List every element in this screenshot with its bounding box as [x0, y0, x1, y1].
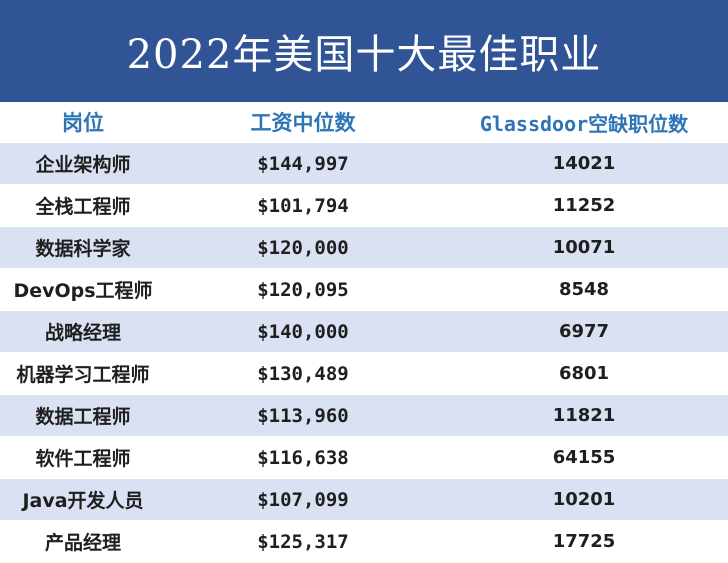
salary-cell: $125,317	[257, 530, 349, 553]
salary-cell: $140,000	[257, 320, 349, 343]
table-row: 企业架构师 $144,997 14021	[0, 143, 728, 185]
openings-cell: 64155	[552, 447, 616, 468]
job-cell: 全栈工程师	[35, 196, 131, 218]
job-cell: 机器学习工程师	[16, 364, 150, 386]
column-header-job: 岗位	[62, 111, 104, 135]
page-title: 2022年美国十大最佳职业	[126, 32, 602, 78]
job-cell: DevOps工程师	[13, 280, 153, 302]
title-banner: 2022年美国十大最佳职业	[0, 0, 728, 102]
table-row: 战略经理 $140,000 6977	[0, 311, 728, 353]
openings-cell: 10201	[552, 489, 616, 510]
table-row: DevOps工程师 $120,095 8548	[0, 269, 728, 311]
salary-cell: $116,638	[257, 446, 349, 469]
table-row: 数据工程师 $113,960 11821	[0, 395, 728, 437]
column-header-salary: 工资中位数	[250, 111, 356, 135]
table-row: 数据科学家 $120,000 10071	[0, 227, 728, 269]
openings-cell: 6801	[558, 363, 610, 384]
job-cell: 战略经理	[44, 322, 121, 344]
table-row: Java开发人员 $107,099 10201	[0, 479, 728, 521]
salary-cell: $113,960	[257, 404, 349, 427]
salary-cell: $130,489	[257, 362, 349, 385]
table-row: 产品经理 $125,317 17725	[0, 521, 728, 563]
salary-cell: $144,997	[257, 152, 349, 175]
job-cell: 数据科学家	[35, 238, 131, 260]
job-cell: 企业架构师	[35, 154, 131, 176]
salary-cell: $101,794	[257, 194, 349, 217]
salary-cell: $120,095	[257, 278, 349, 301]
job-cell: 软件工程师	[35, 448, 131, 470]
table-row: 软件工程师 $116,638 64155	[0, 437, 728, 479]
openings-cell: 8548	[558, 279, 610, 300]
openings-cell: 6977	[558, 321, 610, 342]
salary-cell: $107,099	[257, 488, 349, 511]
openings-cell: 11252	[552, 195, 616, 216]
table-header-row: 岗位 工资中位数 Glassdoor空缺职位数	[0, 102, 728, 143]
salary-cell: $120,000	[257, 236, 349, 259]
table-row: 机器学习工程师 $130,489 6801	[0, 353, 728, 395]
job-cell: Java开发人员	[22, 490, 144, 512]
column-header-openings: Glassdoor空缺职位数	[479, 111, 689, 136]
jobs-table: 岗位 工资中位数 Glassdoor空缺职位数 企业架构师 $144,997 1…	[0, 102, 728, 563]
table-row: 全栈工程师 $101,794 11252	[0, 185, 728, 227]
openings-cell: 17725	[552, 531, 616, 552]
job-cell: 产品经理	[44, 532, 121, 554]
openings-cell: 10071	[552, 237, 616, 258]
openings-cell: 14021	[552, 153, 616, 174]
openings-cell: 11821	[552, 405, 616, 426]
job-cell: 数据工程师	[35, 406, 131, 428]
